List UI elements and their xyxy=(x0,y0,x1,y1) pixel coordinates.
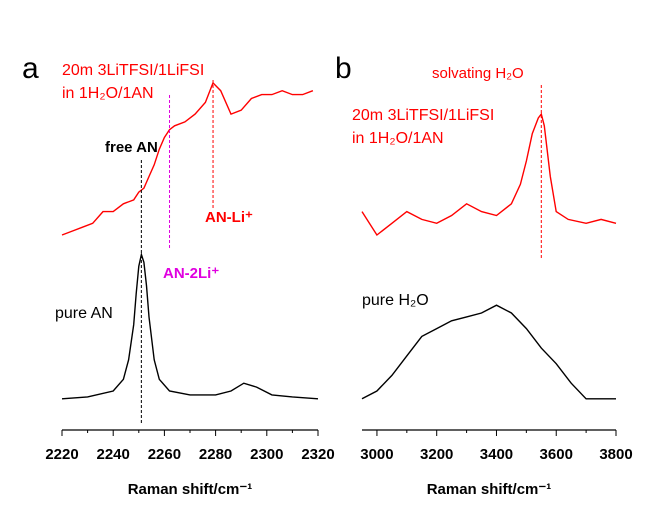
series-label: pure H₂O xyxy=(362,292,429,309)
x-tick-label: 2300 xyxy=(250,446,283,463)
marker-label: solvating H₂O xyxy=(432,65,524,82)
x-tick-label: 2320 xyxy=(301,446,334,463)
x-tick-label: 3600 xyxy=(540,446,573,463)
marker-label: AN-Li⁺ xyxy=(205,209,253,226)
x-axis-title: Raman shift/cm⁻¹ xyxy=(427,481,552,498)
x-tick-label: 3400 xyxy=(480,446,513,463)
spectrum-line xyxy=(61,251,319,400)
series-label: in 1H₂O/1AN xyxy=(352,130,444,147)
panel-label: b xyxy=(335,52,352,85)
x-tick-label: 2240 xyxy=(97,446,130,463)
marker-label: free AN xyxy=(105,139,158,156)
x-tick-label: 3000 xyxy=(360,446,393,463)
x-axis-title: Raman shift/cm⁻¹ xyxy=(128,481,253,498)
x-tick-label: 2260 xyxy=(148,446,181,463)
series-label: pure AN xyxy=(55,305,113,322)
series-label: 20m 3LiTFSI/1LiFSI xyxy=(62,62,204,79)
panel-label: a xyxy=(22,52,39,85)
spectrum-line xyxy=(61,81,314,236)
x-tick-label: 2220 xyxy=(45,446,78,463)
x-tick-label: 3800 xyxy=(599,446,632,463)
x-tick-label: 3200 xyxy=(420,446,453,463)
spectrum-line xyxy=(361,112,617,237)
spectrum-line xyxy=(361,304,616,400)
series-label: in 1H₂O/1AN xyxy=(62,85,154,102)
x-tick-label: 2280 xyxy=(199,446,232,463)
series-label: 20m 3LiTFSI/1LiFSI xyxy=(352,107,494,124)
marker-label: AN-2Li⁺ xyxy=(163,265,219,282)
